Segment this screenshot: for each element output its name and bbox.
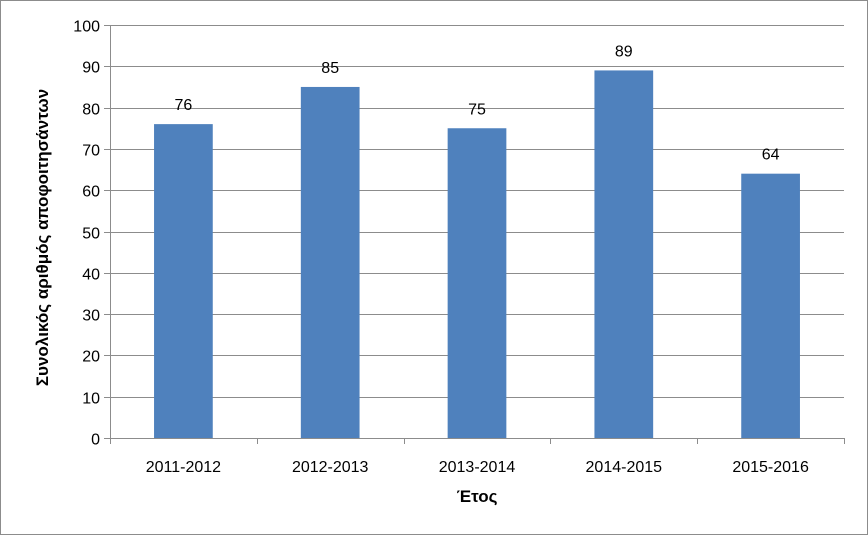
y-tick-label: 40: [82, 267, 100, 284]
bar: [741, 173, 800, 438]
data-label: 64: [762, 147, 780, 164]
x-tick-label: 2014-2015: [586, 459, 663, 476]
axes: [110, 25, 845, 444]
y-tick-label: 90: [82, 60, 100, 77]
data-label: 75: [468, 101, 486, 118]
x-axis-title: Έτος: [457, 487, 498, 506]
y-tick-label: 70: [82, 143, 100, 160]
data-label: 89: [615, 43, 633, 60]
y-tick-label: 60: [82, 184, 100, 201]
x-tick-labels: 2011-2012 2012-2013 2013-2014 2014-2015 2015…: [146, 459, 809, 476]
y-tick-label: 10: [82, 391, 100, 408]
x-tick-label: 2015-2016: [732, 459, 809, 476]
x-tick-label: 2012-2013: [292, 459, 369, 476]
bars: [154, 70, 800, 439]
y-tick-label: 0: [91, 432, 100, 449]
y-tick-label: 20: [82, 349, 100, 366]
y-tick-label: 100: [73, 19, 100, 36]
bar: [300, 86, 360, 438]
y-tick-label: 50: [82, 226, 100, 243]
y-tick-label: 80: [82, 102, 100, 119]
x-tick-label: 2011-2012: [146, 459, 221, 476]
y-axis-title: Συνολικός αριθμός αποφοιτησάντων: [33, 89, 52, 386]
y-tick-label: 30: [82, 308, 100, 325]
bar: [154, 124, 213, 439]
bar: [447, 128, 507, 438]
y-tick-labels: 0 10 20 30 40 50 60 70 80 90 100: [73, 19, 100, 449]
data-label: 85: [321, 60, 339, 77]
x-tick-label: 2013-2014: [439, 459, 516, 476]
data-labels: 76 85 75 89 64: [175, 43, 780, 163]
bar: [594, 70, 654, 439]
data-label: 76: [175, 97, 193, 114]
